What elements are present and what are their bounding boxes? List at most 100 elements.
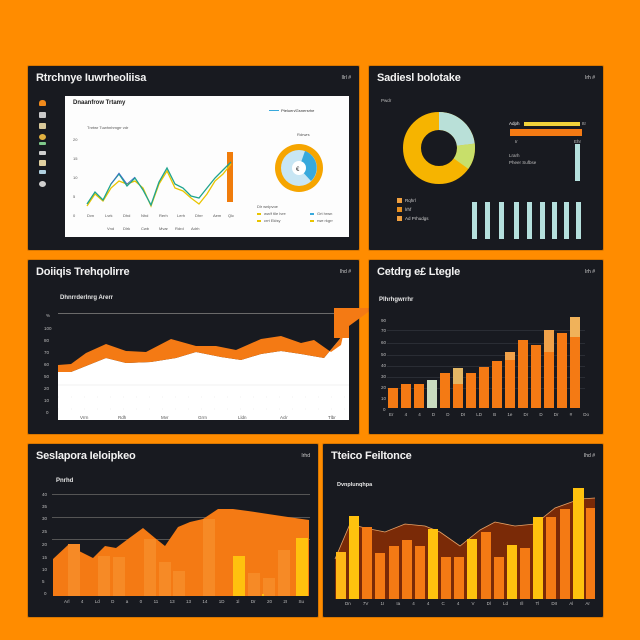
x-tick: Lvrk [105,213,113,218]
y-tick: 80 [44,338,50,343]
axis-top-line [58,313,348,314]
y-tick: 10 [44,398,50,403]
x-sub-tick: Vnd [107,226,115,231]
panel-menu-button[interactable]: Irh # [584,75,595,81]
x-tick: 4 [412,601,415,606]
y-tick: 40 [42,492,48,497]
line-chart [86,152,233,208]
x-tick: 11 [153,599,159,604]
x-tick: Arl [64,599,70,604]
x-tick: 14 [202,599,208,604]
x-sub-tick: Adrh [191,226,200,231]
progress-sub: Ir [515,139,518,144]
area-chart [58,308,371,420]
x-tick: # [569,412,573,417]
x-tick: Su [298,599,304,604]
panel-menu-button[interactable]: Irh # [584,269,595,275]
chart-subtitle: Dhnrrderlnrg Arerr [60,295,114,301]
bar-chart [388,317,580,408]
donut-legend-item: Grt hrwn [310,211,332,216]
x-tick: D [111,599,115,604]
y-tick: 20 [73,137,78,142]
y-tick: 10 [42,567,48,572]
x-tick: Dr [553,412,559,417]
x-tick: Rerh [159,213,168,218]
x-tick: 7V [362,601,369,606]
orange-area [58,308,371,372]
x-tick: a [125,599,129,604]
dashboard-panel-traffic: Tteico Feiltonce Ihd # Dvnplunqhpa Dn 7V… [323,444,603,617]
x-tick: 13 [169,599,175,604]
panel-title: Cetdrg e£ Ltegle [377,266,460,278]
x-axis: Er 4 4 D D DI LD B 1e Dr D Dr # Do [389,412,589,417]
legend-item: Ad Prhudgs [397,216,429,222]
y-tick: 40 [381,363,387,368]
x-tick: B [493,412,497,417]
x-tick: Qlc [228,213,234,218]
x-tick: 13 [186,599,192,604]
x-tick: Ld [94,599,100,604]
y-tick: 90 [381,318,387,323]
chart-subtitle: Dvnplunqhpa [337,482,373,488]
donut-chart [403,112,475,184]
x-tick: 4 [80,599,84,604]
mid-text: Lrarh [509,153,520,158]
dashboard-panel-categories: Cetdrg e£ Ltegle Irh # Plhrhgwrrhr 90 70… [369,260,603,434]
dashboard-panel-sales: Sadiesl bolotake Irh # Pwdr Adph Itr Ir … [369,66,603,250]
message-icon[interactable] [39,170,46,174]
panel-menu-button[interactable]: Ilrl # [341,75,351,81]
y-tick: 100 [44,326,52,331]
x-tick: DI [460,412,466,417]
users-icon[interactable] [39,151,46,155]
y-tick: 0 [44,591,47,596]
y-tick: % [46,313,51,318]
line-legend: Tnrtwr Tuwhnhmgrr vdr [87,125,129,130]
progress-bar-yellow [524,122,580,126]
y-tick: 0 [46,410,49,415]
donut-legend-item: ww/f tlle lvre [257,211,286,216]
svg-text:€: € [296,167,300,173]
donut-label: Rdrwrs [297,132,310,137]
panel-title: Rtrchnye Iuwrheoliisa [36,72,147,84]
y-tick: 10 [381,396,387,401]
document-icon[interactable] [39,160,46,166]
y-tick: 25 [42,529,48,534]
y-tick: 20 [44,386,50,391]
grid-icon[interactable] [39,112,46,118]
x-tick: D [431,412,436,417]
y-tick: 60 [381,340,387,345]
x-tick: D [446,412,450,417]
y-tick: 5 [42,579,45,584]
x-sub-tick: Mvar [159,226,168,231]
y-tick: 20 [42,542,48,547]
chart-subtitle: Plhrhgwrrhr [379,297,414,303]
y-tick: 30 [42,516,48,521]
donut-chart: € [275,144,323,192]
legend-item: lrhf [397,207,411,213]
x-tick: D [539,412,543,417]
x-tick: Dl [486,601,491,606]
white-area [58,326,349,420]
panel-menu-button[interactable]: Ihd # [339,269,351,275]
panel-menu-button[interactable]: Irhd [301,453,310,459]
x-tick: Dn [345,601,351,606]
folder-icon[interactable] [39,123,46,129]
x-tick: Mvr [161,415,169,420]
donut-legend-line [269,110,279,111]
area-bar-chart [53,509,309,596]
panel-menu-button[interactable]: Ihd # [583,453,595,459]
chart-icon[interactable] [39,142,46,145]
home-icon[interactable] [39,100,46,106]
bar-area-chart [334,488,596,599]
x-tick: Nhd [141,213,149,218]
progress-bar-orange [510,129,582,136]
progress-value: Itr [582,121,586,126]
x-tick: 1I [380,601,385,606]
x-tick: Ill [520,601,524,606]
mid-vertical-bar [575,144,580,181]
x-tick: V [471,601,475,606]
x-tick: DII [551,601,558,606]
settings-icon[interactable] [39,181,46,187]
x-sub-tick: Cwb [141,226,150,231]
user-icon[interactable] [39,134,46,140]
